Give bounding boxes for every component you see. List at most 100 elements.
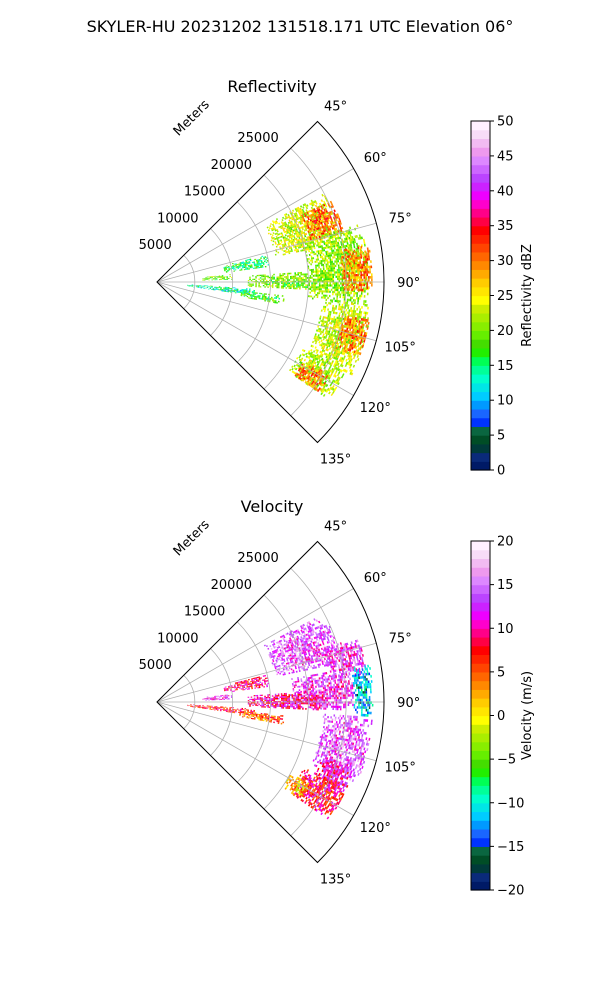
echo-cell: [261, 274, 263, 276]
echo-cell: [350, 689, 352, 692]
echo-cell: [309, 295, 311, 298]
echo-cell: [305, 228, 308, 231]
echo-cell: [287, 231, 289, 234]
echo-cell: [321, 284, 324, 287]
echo-cell: [321, 296, 323, 299]
echo-cell: [289, 217, 292, 220]
echo-cell: [262, 279, 265, 282]
echo-cell: [339, 219, 342, 223]
echo-cell: [339, 262, 341, 265]
echo-cell: [354, 240, 356, 244]
echo-cell: [346, 283, 349, 286]
echo-cell: [251, 291, 254, 293]
echo-cell: [329, 284, 331, 287]
echo-cell: [302, 282, 304, 285]
echo-cell: [223, 278, 225, 280]
echo-cell: [367, 709, 369, 712]
echo-cell: [324, 684, 326, 688]
echo-cell: [359, 236, 362, 240]
echo-cell: [306, 220, 310, 223]
echo-cell: [350, 691, 353, 695]
echo-cell: [359, 676, 362, 679]
echo-cell: [304, 214, 307, 218]
echo-cell: [359, 691, 362, 694]
echo-cell: [337, 241, 340, 245]
echo-cell: [308, 257, 310, 260]
echo-cell: [281, 226, 284, 229]
echo-cell: [361, 693, 363, 697]
echo-cell: [328, 267, 331, 270]
echo-cell: [363, 686, 366, 689]
echo-cell: [303, 229, 306, 232]
echo-cell: [317, 276, 319, 279]
echo-cell: [214, 287, 216, 289]
echo-cell: [214, 286, 216, 288]
echo-cell: [212, 288, 215, 290]
echo-cell: [318, 691, 321, 694]
echo-cell: [300, 282, 303, 285]
echo-cell: [334, 697, 336, 700]
echo-cell: [249, 278, 251, 281]
echo-cell: [297, 680, 300, 683]
echo-cell: [326, 688, 328, 692]
echo-cell: [326, 691, 328, 694]
echo-cell: [370, 260, 372, 263]
echo-cell: [336, 295, 339, 298]
echo-cell: [221, 275, 224, 277]
echo-cell: [309, 238, 312, 241]
echo-cell: [355, 312, 358, 316]
echo-cell: [324, 284, 327, 287]
echo-cell: [279, 246, 281, 249]
echo-cell: [287, 225, 290, 228]
echo-cell: [353, 703, 356, 707]
echo-cell: [362, 693, 365, 697]
echo-cell: [359, 283, 361, 287]
echo-cell: [309, 214, 312, 218]
echo-cell: [315, 270, 318, 273]
colorbar-label: Reflectivity dBZ: [520, 244, 535, 347]
echo-cell: [336, 694, 339, 697]
echo-cell: [349, 677, 351, 681]
echo-cell: [365, 698, 368, 702]
echo-cell: [224, 287, 227, 289]
echo-cell: [356, 259, 358, 262]
echo-cell: [335, 703, 338, 706]
echo-cell: [297, 282, 300, 285]
echo-cell: [301, 230, 303, 233]
echo-cell: [326, 284, 328, 287]
echo-cell: [310, 247, 313, 250]
echo-cell: [333, 675, 336, 678]
echo-cell: [326, 221, 329, 225]
echo-cell: [262, 275, 265, 278]
figure-title: SKYLER-HU 20231202 131518.171 UTC Elevat…: [87, 17, 514, 36]
echo-cell: [324, 296, 326, 299]
echo-cell: [314, 278, 316, 281]
echo-cell: [287, 238, 290, 241]
echo-cell: [355, 676, 357, 680]
echo-cell: [354, 689, 357, 692]
echo-cell: [328, 204, 331, 207]
echo-cell: [321, 705, 324, 708]
echo-cell: [314, 214, 317, 218]
echo-cell: [351, 684, 354, 687]
echo-cell: [292, 238, 295, 241]
echo-cell: [333, 692, 336, 695]
echo-cell: [320, 270, 322, 273]
echo-cell: [296, 285, 298, 288]
echo-cell: [302, 273, 304, 276]
echo-cell: [327, 688, 330, 691]
echo-cell: [281, 295, 284, 297]
echo-cell: [203, 287, 206, 289]
echo-cell: [357, 252, 360, 256]
echo-cell: [302, 681, 305, 684]
echo-cell: [345, 670, 347, 674]
echo-cell: [214, 279, 216, 281]
echo-cell: [326, 695, 328, 698]
echo-cell: [331, 251, 334, 255]
echo-cell: [364, 675, 366, 679]
echo-cell: [241, 288, 243, 291]
echo-cell: [316, 681, 318, 684]
echo-cell: [332, 278, 335, 281]
echo-cell: [284, 237, 287, 240]
echo-cell: [272, 225, 275, 228]
